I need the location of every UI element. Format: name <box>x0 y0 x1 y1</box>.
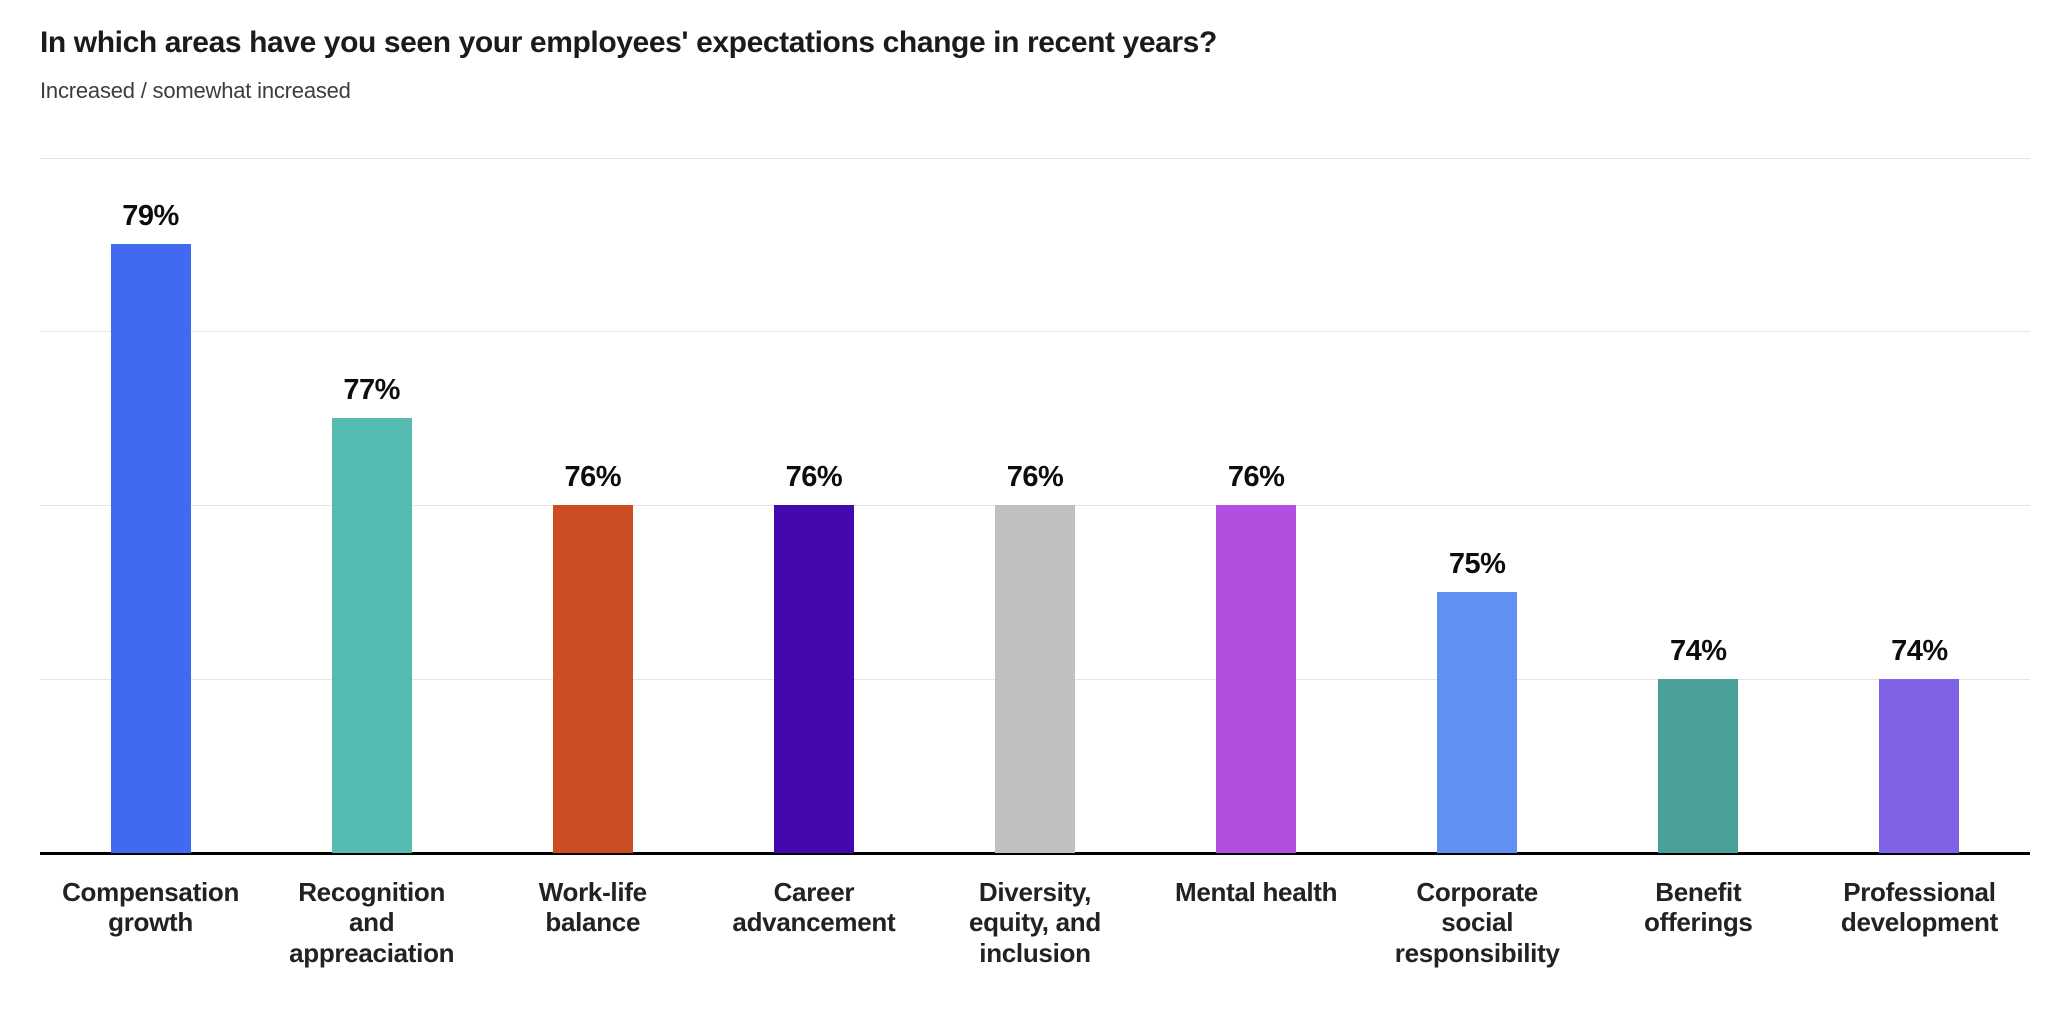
bar-value-label: 75% <box>1448 547 1506 580</box>
bar <box>1658 678 1739 853</box>
bar-category-label: Compensation growth <box>62 876 240 938</box>
bar-value-label: 76% <box>1006 461 1064 493</box>
chart-header: In which areas have you seen your employ… <box>0 0 2070 104</box>
bar-stack: 76% <box>552 158 633 853</box>
bar-column: 77% Recognition and appreaciation <box>261 158 482 969</box>
x-axis-line <box>40 851 2030 855</box>
bar-column: 76% Work-life balance <box>482 158 703 969</box>
bar <box>994 505 1075 853</box>
bar-columns: 79% Compensation growth 77% Recognition … <box>40 158 2030 969</box>
bar-category-label: Diversity, equity, and inclusion <box>968 876 1101 968</box>
bar-value-label: 74% <box>1891 634 1948 667</box>
bar-category-label: Mental health <box>1174 876 1338 907</box>
bar-value-label: 79% <box>122 200 179 233</box>
chart-subtitle: Increased / somewhat increased <box>40 77 351 103</box>
bar-stack: 77% <box>331 158 412 853</box>
bar-stack: 76% <box>1216 158 1297 853</box>
bar-stack: 76% <box>773 158 854 853</box>
bar <box>773 505 854 853</box>
bar-category-label: Work-life balance <box>538 876 647 938</box>
bar-value-label: 77% <box>343 374 400 407</box>
bar-stack: 74% <box>1658 158 1739 853</box>
bar-stack: 74% <box>1879 158 1960 853</box>
bar <box>331 418 412 853</box>
bar-category-label: Professional development <box>1840 876 1998 938</box>
bar-category-label: Recognition and appreaciation <box>289 876 455 968</box>
bar-column: 75% Corporate social responsibility <box>1367 158 1588 969</box>
bar-value-label: 74% <box>1670 634 1727 667</box>
bar-category-label: Career advancement <box>732 876 896 938</box>
bar-stack: 75% <box>1437 158 1518 853</box>
bar <box>110 244 191 853</box>
bar-column: 76% Diversity, equity, and inclusion <box>924 158 1145 969</box>
bar-column: 74% Professional development <box>1809 158 2030 969</box>
bar <box>1879 678 1960 853</box>
bar-chart: 79% Compensation growth 77% Recognition … <box>40 157 2030 969</box>
bar <box>1437 591 1518 853</box>
bar-value-label: 76% <box>785 461 843 493</box>
bar <box>552 505 633 853</box>
bar-value-label: 76% <box>1227 461 1285 493</box>
bar-stack: 79% <box>110 158 191 853</box>
bar <box>1216 505 1297 853</box>
bar-column: 76% Mental health <box>1146 158 1367 969</box>
bar-value-label: 76% <box>564 461 622 493</box>
bar-column: 74% Benefit offerings <box>1588 158 1809 969</box>
bar-column: 79% Compensation growth <box>40 158 261 969</box>
bar-stack: 76% <box>994 158 1075 853</box>
bar-column: 76% Career advancement <box>703 158 924 969</box>
bar-category-label: Corporate social responsibility <box>1394 876 1560 968</box>
bar-category-label: Benefit offerings <box>1644 876 1753 938</box>
chart-title: In which areas have you seen your employ… <box>40 26 1217 59</box>
